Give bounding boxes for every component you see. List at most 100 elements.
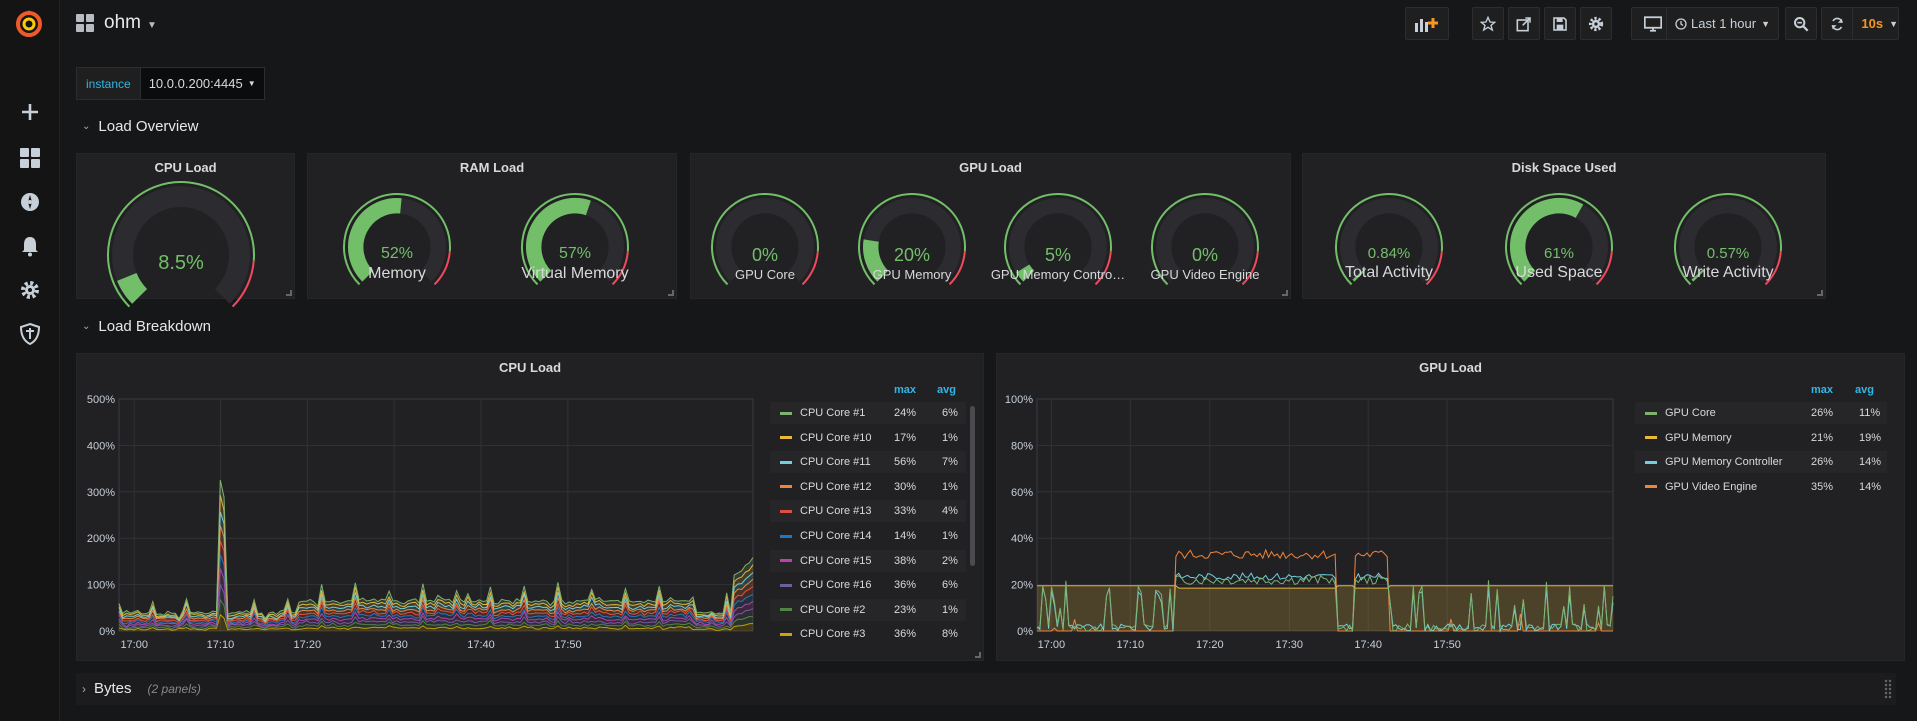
panel-gpu-load: GPU Load <box>690 153 1291 299</box>
legend-item[interactable]: CPU Core #16 36% 6% <box>770 574 966 596</box>
y-tick-label: 200% <box>87 533 115 545</box>
series-name[interactable]: CPU Core #12 <box>800 480 872 493</box>
gear-icon[interactable] <box>18 278 42 302</box>
gauge-fill <box>1016 264 1035 282</box>
series-name[interactable]: CPU Core #11 <box>800 456 871 469</box>
legend-max-header[interactable]: max <box>894 384 917 396</box>
series-name[interactable]: GPU Core <box>1665 407 1716 419</box>
series-color-swatch[interactable] <box>780 559 792 563</box>
threshold-critical-arc <box>948 251 966 286</box>
plus-icon[interactable] <box>18 100 42 124</box>
resize-handle[interactable] <box>286 290 292 296</box>
resize-handle[interactable] <box>668 290 674 296</box>
drag-handle[interactable] <box>1884 679 1892 699</box>
series-name[interactable]: CPU Core #10 <box>800 431 872 444</box>
legend-avg-header[interactable]: avg <box>1855 384 1874 396</box>
series-color-swatch[interactable] <box>780 460 792 464</box>
gauge-track <box>112 186 250 304</box>
legend-item[interactable]: CPU Core #10 17% 1% <box>770 427 966 449</box>
gauge-fill <box>348 198 402 282</box>
time-range-label: Last 1 hour <box>1691 16 1757 31</box>
dashboards-icon[interactable] <box>18 146 42 170</box>
settings-button[interactable] <box>1580 7 1612 40</box>
star-button[interactable] <box>1472 7 1504 40</box>
series-name[interactable]: CPU Core #3 <box>800 628 866 641</box>
gauge: 8.5% <box>106 180 256 360</box>
panel-title[interactable]: CPU Load <box>498 360 562 375</box>
legend-item[interactable]: GPU Video Engine 35% 14% <box>1635 476 1887 498</box>
grafana-logo-icon[interactable] <box>13 8 45 40</box>
resize-handle[interactable] <box>1282 290 1288 296</box>
legend-item[interactable]: CPU Core #1 24% 6% <box>770 402 966 424</box>
legend-avg-header[interactable]: avg <box>937 384 956 396</box>
variable-dropdown[interactable]: 10.0.0.200:4445 ▼ <box>140 67 265 100</box>
variable-label: instance <box>76 67 141 100</box>
row-bytes-collapsed[interactable]: › Bytes (2 panels) <box>76 673 1896 705</box>
time-picker-button[interactable]: Last 1 hour ▼ <box>1666 7 1779 40</box>
series-color-swatch[interactable] <box>780 608 792 612</box>
dashboard-title-picker[interactable]: ohm ▼ <box>76 12 157 34</box>
panel-title[interactable]: GPU Load <box>1419 360 1482 375</box>
gpu-load-chart[interactable]: 0% 20% 40% 60% 80% 100% 17:00 17:10 17:20 17:30 17… <box>997 354 1637 662</box>
series-color-swatch[interactable] <box>1645 485 1657 489</box>
cpu-load-chart[interactable]: 0% 100% 200% 300% 400% 500% 17:00 17:10 17:20 17:… <box>77 354 767 662</box>
panel-title[interactable]: Disk Space Used <box>1511 160 1617 175</box>
panel-title[interactable]: CPU Load <box>154 160 217 175</box>
series-name[interactable]: CPU Core #16 <box>800 579 872 592</box>
series-name[interactable]: CPU Core #1 <box>800 407 866 419</box>
row-load-overview[interactable]: ⌄ Load Overview <box>82 118 198 135</box>
legend-scrollbar[interactable] <box>970 406 975 566</box>
legend-item[interactable]: CPU Core #13 33% 4% <box>770 500 966 523</box>
share-button[interactable] <box>1508 7 1540 40</box>
series-color-swatch[interactable] <box>780 534 792 538</box>
series-name[interactable]: GPU Video Engine <box>1665 480 1758 493</box>
gauge-label: Write Activity <box>1682 263 1774 281</box>
gauge-value: 57% <box>558 244 592 262</box>
legend-item[interactable]: CPU Core #14 14% 1% <box>770 525 966 547</box>
resize-handle[interactable] <box>1817 290 1823 296</box>
legend-max-header[interactable]: max <box>1811 384 1834 396</box>
series-color-swatch[interactable] <box>780 411 792 415</box>
explore-compass-icon[interactable] <box>18 190 42 214</box>
add-panel-button[interactable] <box>1405 7 1449 40</box>
series-color-swatch[interactable] <box>1645 411 1657 415</box>
gauge-fill <box>526 198 591 282</box>
legend-item[interactable]: CPU Core #2 23% 1% <box>770 598 966 621</box>
series-name[interactable]: CPU Core #2 <box>800 603 866 616</box>
series-name[interactable]: CPU Core #14 <box>800 530 872 542</box>
refresh-button[interactable]: 10s ▼ <box>1821 7 1899 40</box>
zoom-out-button[interactable] <box>1785 7 1817 40</box>
series-line <box>1037 585 1613 589</box>
save-button[interactable] <box>1544 7 1576 40</box>
legend-item[interactable]: CPU Core #11 56% 7% <box>770 451 966 474</box>
legend-item[interactable]: CPU Core #3 36% 8% <box>770 623 966 645</box>
row-load-breakdown[interactable]: ⌄ Load Breakdown <box>82 318 211 335</box>
series-name[interactable]: CPU Core #13 <box>800 505 872 518</box>
legend-item[interactable]: GPU Memory 21% 19% <box>1635 427 1887 449</box>
series-color-swatch[interactable] <box>780 632 792 636</box>
series-name[interactable]: CPU Core #15 <box>800 554 872 567</box>
series-color-swatch[interactable] <box>780 436 792 440</box>
series-color-swatch[interactable] <box>1645 436 1657 440</box>
legend-item[interactable]: GPU Core 26% 11% <box>1635 402 1887 424</box>
series-max: 26% <box>1811 456 1834 469</box>
resize-handle[interactable] <box>975 652 981 658</box>
series-name[interactable]: GPU Memory Controller <box>1665 456 1783 469</box>
series-color-swatch[interactable] <box>780 583 792 587</box>
chevron-down-icon: ▼ <box>1761 18 1770 29</box>
panel-title[interactable]: RAM Load <box>459 160 525 175</box>
refresh-interval-label[interactable]: 10s <box>1861 16 1884 31</box>
legend-item[interactable]: GPU Memory Controller 26% 14% <box>1635 451 1887 474</box>
legend-item[interactable]: CPU Core #12 30% 1% <box>770 476 966 498</box>
series-color-swatch[interactable] <box>780 485 792 489</box>
bell-icon[interactable] <box>18 234 42 258</box>
panel-title[interactable]: GPU Load <box>959 160 1022 175</box>
series-name[interactable]: GPU Memory <box>1665 431 1732 444</box>
shield-icon[interactable] <box>18 322 42 346</box>
gauge-arc <box>107 181 255 308</box>
series-color-swatch[interactable] <box>780 509 792 513</box>
gauge-fill <box>1352 269 1366 282</box>
threshold-ok-arc <box>858 193 966 286</box>
series-color-swatch[interactable] <box>1645 460 1657 464</box>
legend-item[interactable]: CPU Core #15 38% 2% <box>770 549 966 572</box>
